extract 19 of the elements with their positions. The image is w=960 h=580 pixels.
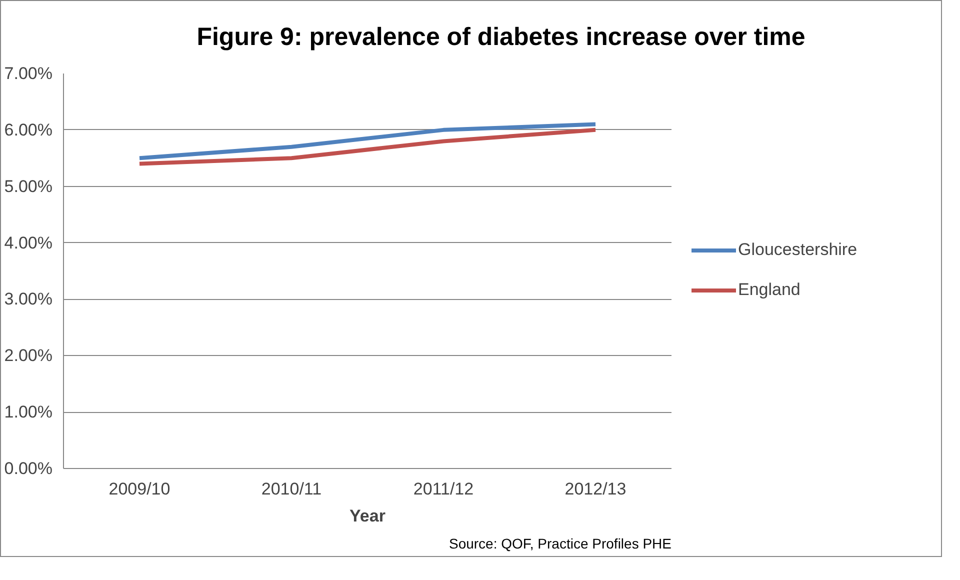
y-tick-label: 2.00% <box>4 346 52 365</box>
y-tick-label: 7.00% <box>4 64 52 83</box>
line-series <box>138 122 598 160</box>
line-series <box>138 128 598 166</box>
x-axis-title: Year <box>350 506 386 526</box>
y-tick-label: 1.00% <box>4 402 52 422</box>
y-tick-label: 5.00% <box>4 176 52 196</box>
legend-label: England <box>738 280 800 300</box>
x-tick-label: 2012/13 <box>564 479 626 498</box>
y-tick-label: 6.00% <box>4 120 52 140</box>
x-tick-label: 2011/12 <box>413 479 474 498</box>
chart-title: Figure 9: prevalence of diabetes increase over time <box>196 22 806 53</box>
y-tick-label: 4.00% <box>4 232 52 252</box>
x-tick-label: 2010/11 <box>261 479 322 498</box>
legend-label: Gloucestershire <box>738 240 858 260</box>
x-tick-label: 2009/10 <box>108 479 170 498</box>
y-tick-label: 0.00% <box>4 458 52 478</box>
source-note: Source: QOF, Practice Profiles PHE <box>448 535 672 552</box>
y-tick-label: 3.00% <box>4 289 52 308</box>
